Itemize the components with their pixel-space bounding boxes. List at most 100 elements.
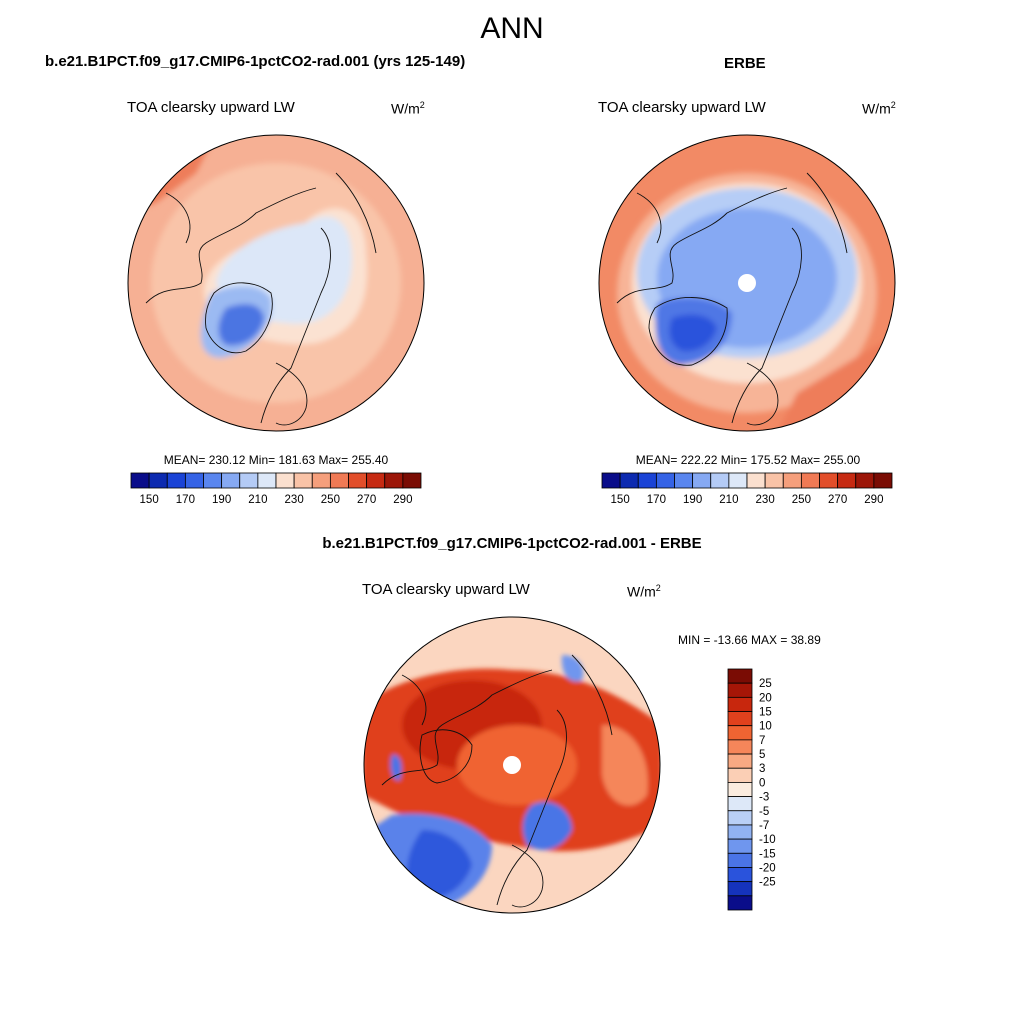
colorbar-obs-swatch-4 bbox=[674, 472, 694, 489]
polar-map-model bbox=[127, 134, 425, 432]
map-boundary bbox=[127, 134, 425, 432]
colorbar-model: 150 170 190 210 230 250 270 290 bbox=[130, 472, 422, 506]
coastlines bbox=[616, 172, 848, 426]
colorbar-model-swatch-8 bbox=[275, 472, 295, 489]
colorbar-diff-swatch-13 bbox=[727, 852, 753, 868]
colorbar-model-swatch-4 bbox=[203, 472, 223, 489]
colorbar-model-swatch-5 bbox=[221, 472, 241, 489]
colorbar-model-tick-label: 150 bbox=[140, 494, 159, 506]
field-barents-negative bbox=[522, 801, 572, 850]
colorbar-model-tick-label: 170 bbox=[176, 494, 195, 506]
colorbar-obs-swatch-14 bbox=[855, 472, 875, 489]
colorbar-obs-swatch-8 bbox=[746, 472, 766, 489]
colorbar-model-swatch-6 bbox=[239, 472, 259, 489]
colorbar-obs-swatch-5 bbox=[692, 472, 712, 489]
colorbar-obs-swatch-12 bbox=[819, 472, 839, 489]
variable-label-diff: TOA clearsky upward LW bbox=[362, 581, 530, 598]
colorbar-model-tick-label: 210 bbox=[248, 494, 267, 506]
colorbar-model-swatch-2 bbox=[166, 472, 186, 489]
colorbar-diff-tick-label: 0 bbox=[759, 777, 765, 789]
colorbar-diff-tick-label: -15 bbox=[759, 848, 776, 860]
colorbar-model-tick-label: 290 bbox=[393, 494, 412, 506]
colorbar-diff-tick-label: 7 bbox=[759, 735, 765, 747]
units-label-obs: W/m2 bbox=[862, 100, 896, 117]
colorbar-obs-tick-label: 190 bbox=[683, 494, 702, 506]
colorbar-diff-swatch-6 bbox=[727, 753, 753, 769]
colorbar-obs-swatch-1 bbox=[619, 472, 639, 489]
stats-obs: MEAN= 222.22 Min= 175.52 Max= 255.00 bbox=[635, 453, 861, 467]
map-boundary bbox=[598, 134, 896, 432]
variable-label-obs: TOA clearsky upward LW bbox=[598, 99, 766, 116]
variable-label-model: TOA clearsky upward LW bbox=[127, 99, 295, 116]
field-greenland-core bbox=[218, 304, 264, 346]
colorbar-obs-swatch-11 bbox=[800, 472, 820, 489]
colorbar-diff-tick-label: 5 bbox=[759, 749, 765, 761]
colorbar-diff-swatch-10 bbox=[727, 810, 753, 826]
colorbar-obs-swatch-10 bbox=[782, 472, 802, 489]
map-boundary bbox=[363, 616, 661, 914]
polar-map-obs bbox=[598, 134, 896, 432]
colorbar-diff-swatch-2 bbox=[727, 696, 753, 712]
colorbar-diff-swatch-14 bbox=[727, 867, 753, 883]
panel-title-diff: b.e21.B1PCT.f09_g17.CMIP6-1pctCO2-rad.00… bbox=[322, 535, 702, 552]
colorbar-model-tick-label: 250 bbox=[321, 494, 340, 506]
colorbar-model-swatch-11 bbox=[329, 472, 349, 489]
colorbar-obs-tick-label: 230 bbox=[756, 494, 775, 506]
colorbar-model-tick-label: 270 bbox=[357, 494, 376, 506]
polar-map-diff bbox=[363, 616, 661, 914]
stats-diff: MIN = -13.66 MAX = 38.89 bbox=[678, 633, 821, 647]
colorbar-diff-tick-label: 20 bbox=[759, 692, 772, 704]
colorbar-diff-swatch-11 bbox=[727, 824, 753, 840]
colorbar-model-swatch-14 bbox=[384, 472, 404, 489]
colorbar-obs-tick-label: 170 bbox=[647, 494, 666, 506]
colorbar-model-swatch-13 bbox=[366, 472, 386, 489]
colorbar-obs-swatch-15 bbox=[873, 472, 893, 489]
colorbar-diff-tick-label: -10 bbox=[759, 834, 776, 846]
colorbar-obs-tick-label: 150 bbox=[611, 494, 630, 506]
units-label-diff: W/m2 bbox=[627, 583, 661, 600]
colorbar-obs-swatch-6 bbox=[710, 472, 730, 489]
coastlines bbox=[381, 654, 613, 908]
colorbar-diff-swatch-16 bbox=[727, 895, 753, 911]
colorbar-obs-swatch-0 bbox=[601, 472, 621, 489]
panel-title-model: b.e21.B1PCT.f09_g17.CMIP6-1pctCO2-rad.00… bbox=[45, 53, 466, 70]
colorbar-diff-swatch-7 bbox=[727, 767, 753, 783]
colorbar-diff-tick-label: -25 bbox=[759, 877, 776, 889]
colorbar-diff-tick-label: 3 bbox=[759, 763, 765, 775]
colorbar-obs-swatch-9 bbox=[764, 472, 784, 489]
colorbar-model-swatch-15 bbox=[402, 472, 422, 489]
units-label-model: W/m2 bbox=[391, 100, 425, 117]
colorbar-model-tick-label: 230 bbox=[285, 494, 304, 506]
colorbar-diff-tick-label: -3 bbox=[759, 792, 769, 804]
colorbar-diff-swatch-12 bbox=[727, 838, 753, 854]
colorbar-model-swatch-1 bbox=[148, 472, 168, 489]
colorbar-diff-tick-label: -5 bbox=[759, 806, 769, 818]
colorbar-diff-tick-label: -7 bbox=[759, 820, 769, 832]
colorbar-diff-swatch-3 bbox=[727, 711, 753, 727]
colorbar-obs-tick-label: 250 bbox=[792, 494, 811, 506]
stats-model: MEAN= 230.12 Min= 181.63 Max= 255.40 bbox=[163, 453, 389, 467]
colorbar-diff-swatch-4 bbox=[727, 725, 753, 741]
colorbar-model-swatch-0 bbox=[130, 472, 150, 489]
colorbar-obs: 150 170 190 210 230 250 270 290 bbox=[601, 472, 893, 506]
panel-title-obs: ERBE bbox=[724, 55, 766, 72]
colorbar-diff-swatch-5 bbox=[727, 739, 753, 755]
colorbar-diff: 25 20 15 10 7 5 3 0 -3 -5 -7 -10 -15 -20 -25 bbox=[727, 668, 776, 911]
colorbar-model-swatch-12 bbox=[348, 472, 368, 489]
colorbar-model-swatch-9 bbox=[293, 472, 313, 489]
colorbar-diff-swatch-9 bbox=[727, 796, 753, 812]
field-siberia-positive bbox=[602, 725, 648, 806]
polar-missing-data bbox=[503, 756, 521, 774]
field-north-atlantic-core bbox=[406, 830, 472, 899]
colorbar-diff-swatch-15 bbox=[727, 881, 753, 897]
colorbar-obs-swatch-13 bbox=[837, 472, 857, 489]
colorbar-diff-tick-label: -20 bbox=[759, 862, 776, 874]
colorbar-obs-tick-label: 210 bbox=[719, 494, 738, 506]
colorbar-model-swatch-10 bbox=[311, 472, 331, 489]
colorbar-model-tick-label: 190 bbox=[212, 494, 231, 506]
colorbar-obs-swatch-7 bbox=[728, 472, 748, 489]
colorbar-obs-swatch-3 bbox=[655, 472, 675, 489]
colorbar-diff-tick-label: 25 bbox=[759, 678, 772, 690]
main-title: ANN bbox=[480, 12, 544, 45]
field-greenland-core bbox=[669, 314, 717, 352]
